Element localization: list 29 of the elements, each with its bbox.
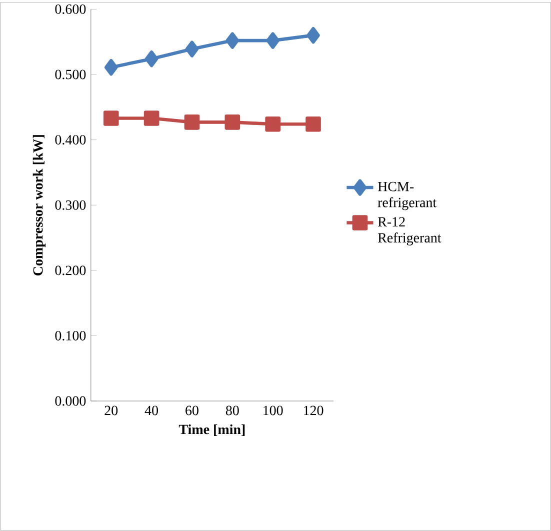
legend-label: R-12 Refrigerant: [378, 217, 442, 246]
point: [306, 116, 321, 132]
legend-label: HCM-refrigerant: [378, 182, 437, 210]
y-axis-title: Compressor work [kW]: [32, 135, 46, 276]
y-tick-label: 0.400: [55, 135, 86, 145]
point: [185, 40, 199, 58]
point: [144, 110, 160, 126]
point: [266, 32, 280, 50]
x-tick-label: 20: [104, 406, 118, 416]
point: [224, 114, 240, 130]
point: [265, 116, 280, 132]
y-tick-label: 0.000: [55, 396, 86, 406]
x-tick-label: 120: [304, 406, 324, 416]
point: [104, 59, 118, 76]
point: [306, 27, 320, 44]
y-tick-label: 0.300: [55, 200, 86, 210]
point: [144, 50, 158, 68]
y-tick-label: 0.100: [55, 331, 86, 341]
x-tick-label: 60: [186, 406, 198, 416]
x-axis-title: Time [min]: [178, 424, 245, 436]
y-tick-label: 0.500: [55, 70, 86, 80]
point: [103, 110, 119, 126]
y-tick-label: 0.600: [55, 4, 86, 14]
x-tick-label: 100: [264, 406, 283, 416]
point: [184, 114, 200, 130]
y-tick-label: 0.200: [55, 266, 86, 276]
x-tick-label: 80: [226, 406, 239, 416]
x-tick-label: 40: [144, 406, 158, 416]
point: [226, 32, 240, 50]
